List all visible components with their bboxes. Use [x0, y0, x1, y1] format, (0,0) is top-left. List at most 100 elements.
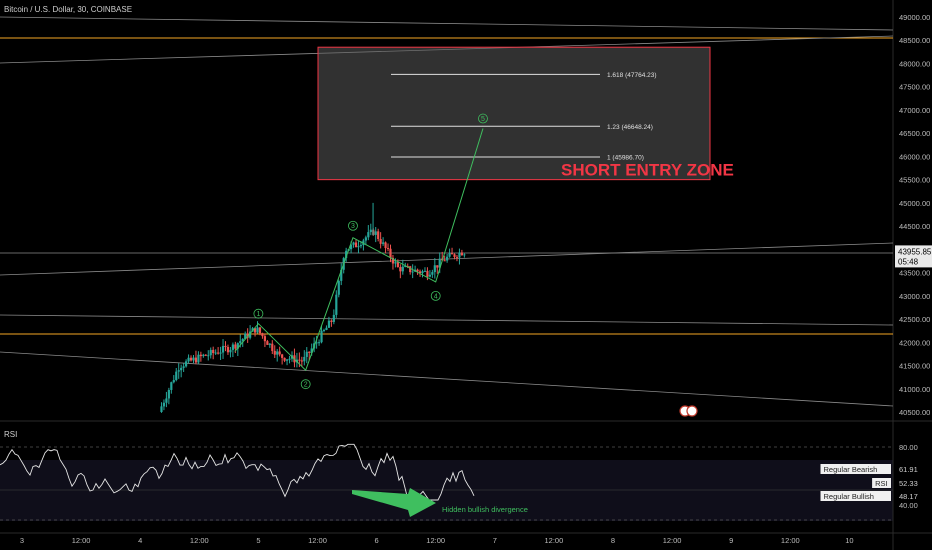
wave-marker — [300, 379, 311, 390]
rsi-tag-value: 61.91 — [899, 465, 918, 474]
candle-body — [317, 342, 321, 344]
candle-body — [278, 351, 281, 355]
x-tick-label: 4 — [138, 536, 142, 545]
candle-body — [382, 242, 385, 244]
candle-body — [463, 254, 466, 256]
fib-label: 1 (45986.70) — [607, 155, 644, 162]
fib-label: 1.618 (47764.23) — [607, 72, 657, 79]
rsi-tag-label: Regular Bullish — [824, 492, 874, 501]
wave-marker — [348, 220, 358, 231]
y-tick-label: 46500.00 — [899, 129, 930, 138]
candle-body — [325, 327, 328, 330]
x-tick-label: 5 — [256, 536, 260, 545]
candle-body — [345, 250, 348, 259]
y-tick-label: 40500.00 — [899, 408, 930, 417]
rsi-line — [0, 443, 475, 501]
candle-body — [330, 320, 333, 322]
rsi-tag-label: Regular Bearish — [824, 465, 878, 474]
candle-body — [281, 354, 284, 358]
candle-body — [431, 272, 434, 275]
x-tick-label: 3 — [20, 536, 24, 545]
candle-body — [207, 355, 210, 357]
trendline — [0, 314, 894, 326]
y-tick-label: 44500.00 — [899, 222, 930, 231]
candle-body — [175, 371, 178, 381]
candle-body — [185, 361, 188, 367]
y-tick-label: 48000.00 — [899, 59, 930, 68]
candle-body — [244, 333, 247, 339]
y-tick-label: 47500.00 — [899, 83, 930, 92]
candle-body — [340, 269, 343, 281]
y-tick-label: 43500.00 — [899, 269, 930, 278]
x-tick-label: 12:00 — [545, 536, 564, 545]
candle-body — [276, 351, 279, 355]
candle-body — [271, 343, 274, 351]
x-tick-label: 8 — [611, 536, 615, 545]
candle-body — [433, 265, 436, 273]
x-tick-label: 12:00 — [781, 536, 800, 545]
fib-label: 1.23 (46648.24) — [607, 124, 653, 131]
short-entry-zone — [317, 46, 711, 181]
candle-body — [224, 345, 227, 348]
candle-body — [197, 354, 200, 363]
candle-body — [241, 338, 244, 342]
candle-body — [374, 231, 377, 235]
candle-body — [337, 280, 340, 295]
y-tick-label: 41500.00 — [899, 362, 930, 371]
candle-body — [219, 352, 222, 354]
candle-body — [455, 256, 459, 258]
y-tick-label: 42500.00 — [899, 315, 930, 324]
wave-label: 5 — [481, 116, 485, 123]
candle-body — [327, 320, 331, 328]
candle-body — [428, 274, 431, 277]
elliott-wave-path — [234, 128, 484, 372]
candle-body — [364, 237, 367, 241]
candle-body — [384, 242, 387, 249]
candle-body — [231, 344, 234, 350]
candle-body — [436, 265, 439, 268]
x-tick-label: 12:00 — [190, 536, 209, 545]
candle-body — [209, 349, 212, 356]
x-tick-label: 12:00 — [72, 536, 91, 545]
rsi-tag-label: RSI — [875, 479, 888, 488]
candle-body — [409, 266, 412, 273]
divergence-annotation: Hidden bullish divergence — [442, 505, 528, 514]
candle-body — [379, 238, 382, 244]
x-tick-label: 6 — [375, 536, 379, 545]
countdown-value: 05:48 — [898, 257, 919, 266]
candle-body — [305, 351, 308, 357]
candle-body — [303, 356, 306, 362]
candle-body — [180, 367, 183, 371]
rsi-tag-value: 48.17 — [899, 492, 918, 501]
candle-body — [234, 344, 237, 349]
candle-body — [460, 252, 464, 256]
y-tick-label: 42000.00 — [899, 338, 930, 347]
candle-body — [273, 350, 276, 355]
candle-body — [226, 347, 230, 353]
indicator-label: RSI — [4, 430, 18, 439]
x-tick-label: 12:00 — [426, 536, 445, 545]
candle-body — [285, 359, 289, 361]
candle-body — [192, 357, 195, 361]
candle-body — [315, 342, 318, 344]
rsi-level-label: 40.00 — [899, 501, 918, 510]
wave-marker — [253, 308, 264, 319]
candle-body — [369, 229, 372, 233]
y-tick-label: 46000.00 — [899, 152, 930, 161]
candle-body — [283, 357, 286, 361]
candle-body — [418, 271, 422, 274]
symbol-title: Bitcoin / U.S. Dollar, 30, COINBASE — [4, 5, 133, 14]
candle-body — [212, 349, 215, 353]
candle-body — [172, 380, 175, 383]
x-tick-label: 7 — [493, 536, 497, 545]
candle-body — [332, 314, 335, 322]
candle-body — [194, 357, 198, 363]
rsi-tag — [872, 478, 891, 488]
wave-label: 2 — [304, 382, 308, 389]
flag-icon — [686, 405, 698, 417]
current-price-value: 43955.85 — [898, 247, 932, 256]
wave-marker — [430, 290, 441, 301]
candle-body — [160, 406, 163, 412]
candle-body — [187, 357, 190, 362]
